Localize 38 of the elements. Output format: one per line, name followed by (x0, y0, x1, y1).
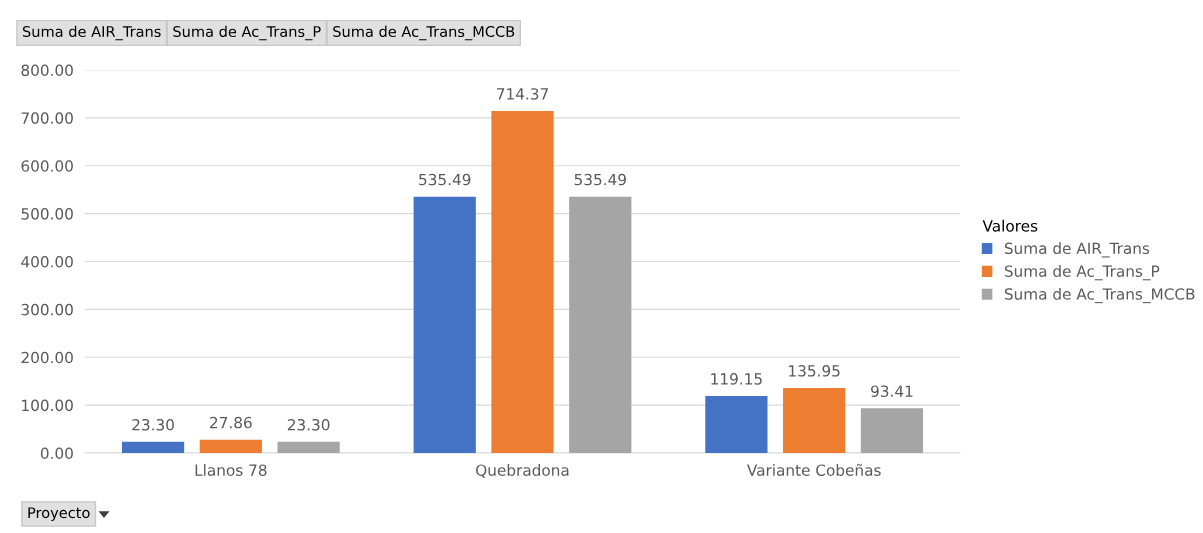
bar (199, 439, 262, 453)
y-tick-label: 100.00 (22, 399, 73, 412)
bar (491, 111, 554, 453)
bar (783, 387, 846, 453)
data-label: 27.86 (210, 416, 252, 429)
bar (705, 395, 768, 453)
data-label: 119.15 (711, 373, 762, 385)
text: Proyecto (28, 507, 90, 522)
y-tick-label: 500.00 (21, 208, 73, 220)
legend-title: Valores (982, 219, 1038, 232)
y-tick-label: 700.00 (21, 112, 73, 124)
data-label: 535.49 (574, 173, 626, 186)
data-label: 135.95 (789, 365, 840, 377)
data-label: 93.41 (871, 385, 913, 397)
bar (413, 196, 476, 453)
text: Suma de Ac_Trans_P (173, 25, 321, 41)
y-tick-label: 200.00 (21, 351, 73, 364)
x-tick-label: Variante Cobeñas (747, 463, 881, 476)
data-label: 535.49 (419, 173, 471, 186)
x-tick-label: Llanos 78 (195, 464, 267, 476)
y-tick-label: 800.00 (21, 64, 73, 77)
x-tick-label: Quebradona (476, 464, 569, 478)
bar (121, 441, 185, 453)
data-label: 23.30 (287, 419, 330, 431)
legend-label: Suma de Ac_Trans_MCCB (1004, 287, 1195, 304)
y-tick-label: 0.00 (40, 447, 73, 460)
text: Suma de Ac_Trans_MCCB (333, 25, 515, 41)
legend-label: Suma de AIR_Trans (1004, 242, 1150, 258)
data-label: 23.30 (132, 419, 174, 431)
y-tick-label: 600.00 (21, 160, 73, 172)
y-tick-label: 300.00 (21, 303, 73, 316)
bar (860, 408, 924, 453)
bar (569, 196, 632, 453)
text: Suma de AIR_Trans (22, 25, 161, 41)
data-label: 714.37 (497, 88, 548, 100)
bar (277, 441, 340, 453)
legend-label: Suma de Ac_Trans_P (1004, 265, 1160, 281)
y-tick-label: 400.00 (21, 255, 73, 268)
